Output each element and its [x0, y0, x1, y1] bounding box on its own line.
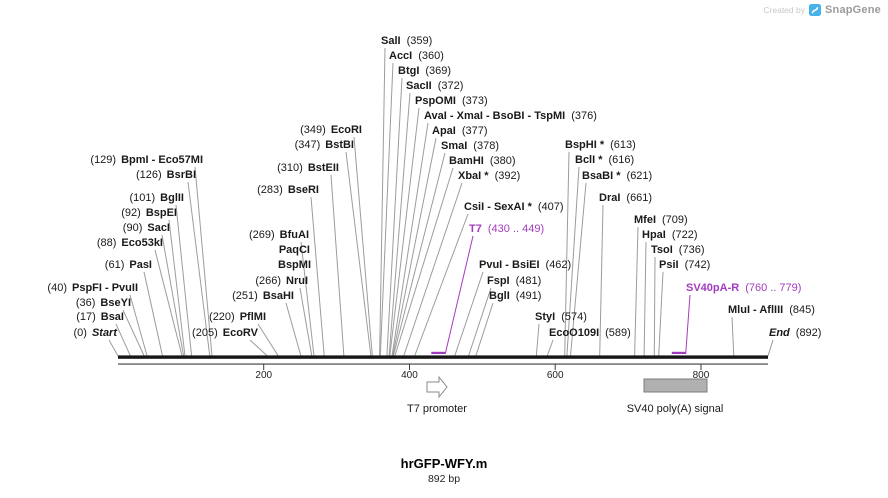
- leader-line-mlui-afliii: [731, 316, 735, 357]
- leader-line-pvui-bsiei: [454, 271, 484, 357]
- leader-line-saci: [161, 234, 185, 357]
- leader-line-bsteii: [330, 174, 345, 357]
- leader-line-apai: [392, 137, 437, 357]
- leader-line-xbai: [403, 182, 463, 357]
- leader-line-bamhi: [394, 167, 454, 357]
- leader-line-bsphi: [564, 151, 570, 357]
- credit-brand: SnapGene: [824, 4, 881, 16]
- leader-line-bgli: [475, 302, 494, 357]
- leader-line-bspei: [168, 219, 186, 357]
- primer-bar-sv40pa-r: [671, 351, 686, 354]
- leader-line-avai-xmai-bsobi-tspmi: [391, 122, 429, 357]
- leader-line-csii-sexai: [414, 213, 469, 357]
- leader-line-bsai: [115, 323, 131, 357]
- ruler-line: [118, 363, 768, 365]
- primer-bar-t7: [431, 351, 446, 354]
- leader-line-psii: [658, 271, 664, 357]
- leader-line-ecoo109i: [546, 339, 554, 357]
- credit: Created by SnapGene: [763, 4, 881, 16]
- leader-line-pspfi-pvuii: [129, 294, 148, 357]
- leader-line-bfuai: [300, 241, 315, 357]
- credit-prefix: Created by: [763, 5, 805, 15]
- snapgene-logo-icon: [808, 4, 821, 16]
- leader-line-fspi: [468, 287, 492, 357]
- sv40-polya-label: SV40 poly(A) signal: [626, 403, 724, 415]
- t7-promoter-label: T7 promoter: [407, 403, 467, 415]
- leader-line-bsrbi: [187, 181, 211, 357]
- leader-line-bstbi: [345, 151, 372, 357]
- leader-line-smai: [392, 152, 446, 357]
- leader-line-acci: [379, 62, 394, 357]
- leader-line-end: [767, 339, 774, 357]
- leader-line-drai: [599, 204, 604, 357]
- leader-line-bsabi: [570, 182, 587, 357]
- t7-promoter-arrow: [426, 375, 448, 399]
- leader-line-mfei: [634, 226, 639, 357]
- leader-line-tsoi: [653, 256, 656, 357]
- leader-line-sv40pa-r: [685, 294, 691, 355]
- leader-line-btgi: [386, 77, 403, 357]
- leader-line-styi: [535, 323, 540, 357]
- leader-line-sali: [379, 47, 386, 357]
- leader-line-sacii: [388, 92, 411, 357]
- sv40-polya-box: [643, 378, 708, 393]
- leader-line-pspomi: [389, 107, 420, 357]
- leader-line-ecori: [353, 136, 373, 357]
- leader-line-nrui: [299, 287, 313, 357]
- leader-line-pflmi: [257, 323, 279, 357]
- dna-line: [118, 355, 768, 359]
- leader-line-bseri: [310, 196, 325, 357]
- leader-line-bsahi: [285, 302, 302, 357]
- leader-line-eco53ki: [154, 249, 183, 357]
- leader-line-t7: [444, 235, 474, 355]
- leader-line-start: [108, 339, 119, 357]
- leader-line-ecorv: [249, 339, 268, 357]
- leader-line-bcli: [566, 166, 580, 357]
- leader-line-pasi: [143, 271, 163, 357]
- leader-line-bseyi: [122, 309, 145, 357]
- map-title: hrGFP-WFY.m: [400, 456, 488, 471]
- leader-line-hpai: [643, 241, 647, 357]
- map-length: 892 bp: [427, 473, 461, 485]
- leader-line-bglii: [175, 204, 193, 357]
- leader-line-bpmi-eco57mi: [194, 166, 213, 357]
